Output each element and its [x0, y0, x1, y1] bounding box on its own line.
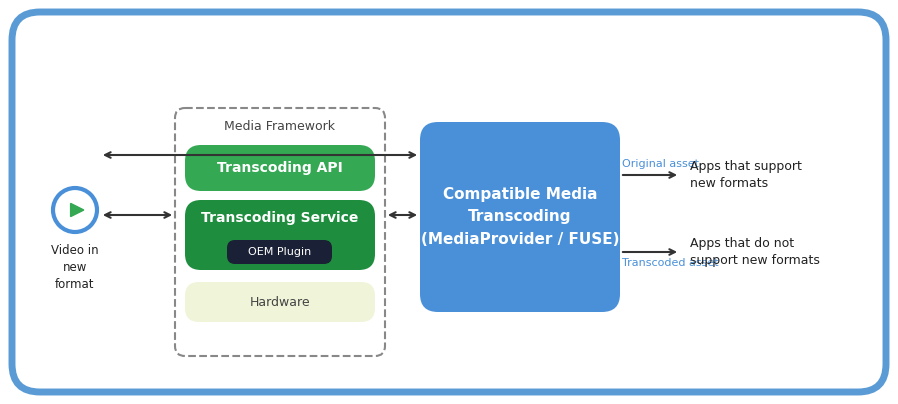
FancyBboxPatch shape	[420, 122, 620, 312]
FancyBboxPatch shape	[12, 12, 886, 392]
FancyBboxPatch shape	[185, 200, 375, 270]
FancyBboxPatch shape	[175, 108, 385, 356]
Text: Video in
new
format: Video in new format	[51, 244, 99, 291]
Circle shape	[53, 188, 97, 232]
Text: Transcoding Service: Transcoding Service	[201, 211, 358, 225]
Polygon shape	[71, 203, 84, 217]
Text: Transcoded asset: Transcoded asset	[622, 258, 718, 268]
FancyBboxPatch shape	[227, 240, 332, 264]
FancyBboxPatch shape	[185, 282, 375, 322]
FancyBboxPatch shape	[185, 145, 375, 191]
Text: OEM Plugin: OEM Plugin	[248, 247, 311, 257]
Text: Transcoding API: Transcoding API	[217, 161, 343, 175]
Text: Compatible Media
Transcoding
(MediaProvider / FUSE): Compatible Media Transcoding (MediaProvi…	[421, 187, 620, 247]
Text: Original asset: Original asset	[622, 159, 699, 169]
Text: Hardware: Hardware	[250, 295, 311, 309]
Text: Apps that support
new formats: Apps that support new formats	[690, 160, 802, 190]
Text: Media Framework: Media Framework	[224, 120, 336, 133]
Text: Apps that do not
support new formats: Apps that do not support new formats	[690, 237, 820, 267]
